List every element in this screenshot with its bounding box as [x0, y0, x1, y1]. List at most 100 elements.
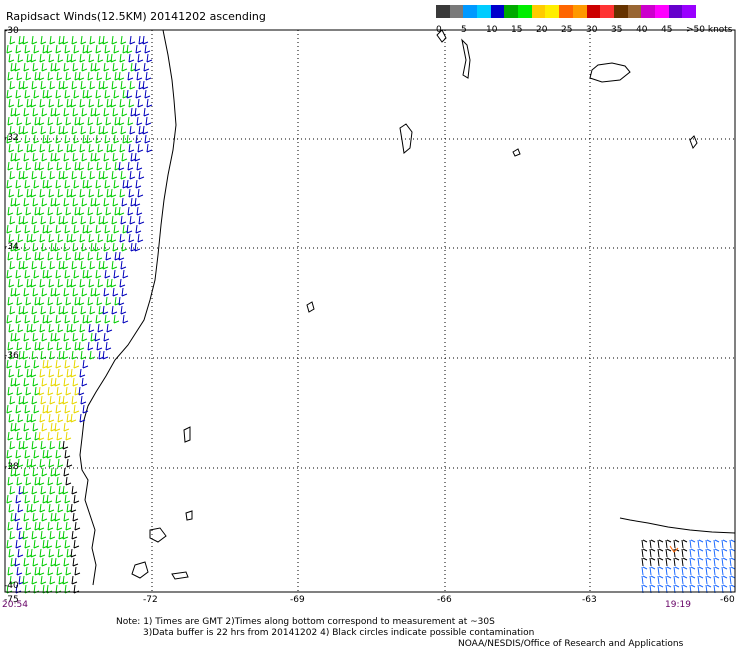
lat-tick-30: -30	[4, 26, 19, 36]
wind-barb	[104, 89, 111, 99]
wind-barb	[111, 125, 118, 135]
wind-barb	[120, 80, 127, 90]
wind-barb	[81, 242, 88, 252]
wind-barb	[657, 575, 664, 585]
wind-barb	[23, 377, 30, 387]
wind-barb	[6, 224, 13, 234]
wind-barb	[6, 539, 13, 549]
wind-barb	[105, 296, 112, 306]
wind-barb	[38, 566, 45, 576]
wind-barb	[38, 161, 45, 171]
wind-barb	[55, 224, 62, 234]
wind-barb	[705, 557, 712, 567]
legend-label: 5	[461, 25, 467, 35]
legend-swatch	[613, 5, 629, 18]
wind-barb	[70, 368, 77, 378]
legend-swatch	[559, 5, 574, 18]
wind-barb	[641, 548, 648, 558]
wind-barb	[78, 71, 85, 81]
wind-barb	[81, 287, 88, 297]
wind-barb	[49, 260, 56, 270]
wind-barb	[641, 557, 648, 567]
island-outline	[512, 148, 521, 157]
wind-barb	[113, 134, 120, 144]
wind-barb	[138, 170, 145, 180]
wind-barb	[103, 242, 110, 252]
wind-barb	[136, 71, 143, 81]
wind-barb	[6, 269, 13, 279]
legend-swatch	[477, 5, 492, 18]
wind-barb	[128, 233, 135, 243]
wind-barb	[24, 44, 31, 54]
legend-label: 10	[486, 25, 498, 35]
wind-barb	[47, 341, 54, 351]
wind-barb	[40, 80, 47, 90]
wind-barb	[65, 71, 72, 81]
wind-barb	[95, 134, 102, 144]
wind-barb	[113, 224, 120, 234]
wind-barb	[22, 215, 29, 225]
legend-swatch	[436, 5, 451, 18]
legend-swatch	[518, 5, 533, 18]
wind-barb	[24, 404, 31, 414]
wind-barb	[72, 557, 79, 567]
legend-label: 25	[561, 25, 573, 35]
wind-barb	[8, 458, 15, 468]
lon-tick-63: -63	[582, 595, 597, 605]
wind-barb	[7, 476, 14, 486]
timestamp-left: 20:54	[2, 600, 28, 610]
timestamp-right: 19:19	[665, 600, 691, 610]
wind-barb	[48, 233, 55, 243]
wind-barb	[14, 197, 21, 207]
wind-barbs	[6, 35, 736, 594]
wind-barb	[105, 206, 112, 216]
wind-barb	[63, 467, 70, 477]
island-outline	[183, 426, 191, 443]
wind-barb	[30, 53, 37, 63]
wind-barb	[97, 53, 104, 63]
wind-barb	[87, 71, 94, 81]
wind-barb	[721, 566, 728, 576]
wind-barb	[40, 305, 47, 315]
wind-barb	[31, 350, 38, 360]
wind-barb	[74, 521, 81, 531]
wind-barb	[15, 539, 22, 549]
wind-barb	[95, 179, 102, 189]
wind-barb	[146, 98, 153, 108]
wind-barb	[49, 170, 56, 180]
wind-barb	[673, 575, 680, 585]
wind-barb	[121, 152, 128, 162]
wind-barb	[111, 80, 118, 90]
wind-barb	[697, 566, 704, 576]
wind-barb	[23, 62, 30, 72]
wind-barb	[25, 251, 32, 261]
wind-barb	[17, 323, 24, 333]
wind-barb	[30, 413, 37, 423]
wind-barb	[89, 305, 96, 315]
wind-barb	[15, 314, 22, 324]
wind-barb	[39, 143, 46, 153]
wind-barb	[127, 206, 134, 216]
wind-barb	[39, 458, 46, 468]
wind-barb	[120, 260, 127, 270]
wind-barb	[721, 539, 728, 549]
wind-barb	[121, 197, 128, 207]
wind-barb	[96, 296, 103, 306]
wind-barb	[54, 512, 61, 522]
wind-barb	[32, 152, 39, 162]
wind-barb	[689, 548, 696, 558]
wind-barb	[72, 377, 79, 387]
wind-barb	[118, 206, 125, 216]
lon-tick-69: -69	[290, 595, 305, 605]
wind-barb	[70, 278, 77, 288]
wind-barb	[38, 206, 45, 216]
wind-barb	[78, 206, 85, 216]
wind-barb	[65, 116, 72, 126]
wind-barb	[81, 107, 88, 117]
wind-barb	[14, 422, 21, 432]
wind-barb	[6, 404, 13, 414]
wind-barb	[31, 575, 38, 585]
wind-barb	[65, 341, 72, 351]
wind-barb	[16, 386, 23, 396]
wind-barb	[137, 98, 144, 108]
